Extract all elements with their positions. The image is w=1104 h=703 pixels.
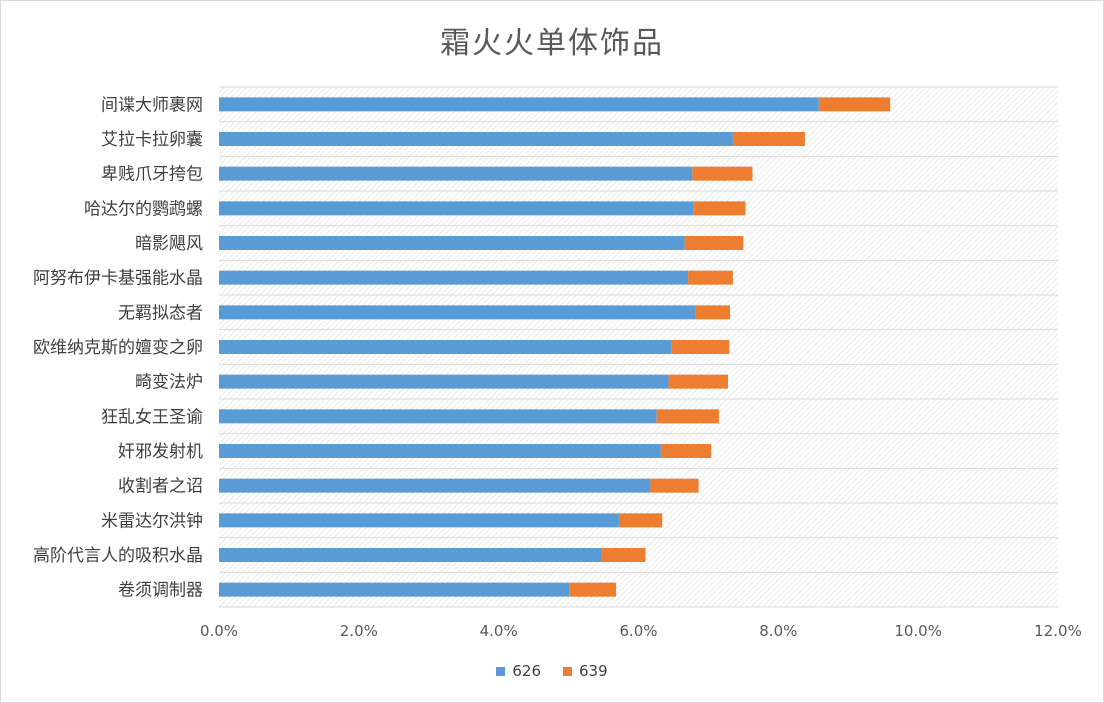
category-label: 间谍大师裹网 (101, 95, 203, 115)
x-tick-label: 6.0% (619, 622, 657, 640)
legend-item-626: 626 (496, 662, 541, 680)
x-tick-label: 10.0% (894, 622, 942, 640)
bar-626 (219, 166, 693, 181)
bar-639 (695, 305, 731, 320)
legend-item-639: 639 (563, 662, 608, 680)
bar-626 (219, 374, 669, 389)
bar-626 (219, 478, 651, 493)
bar-626 (219, 236, 685, 250)
chart-title: 霜火火单体饰品 (440, 26, 664, 61)
bar-639 (732, 132, 805, 146)
bar-626 (219, 132, 733, 146)
bar-626 (219, 97, 819, 112)
bar-626 (219, 513, 619, 528)
legend-label-639: 639 (579, 662, 608, 680)
chart-legend: 626 639 (0, 662, 1104, 680)
bar-639 (818, 97, 891, 112)
category-label: 畸变法炉 (135, 373, 203, 393)
bar-626 (219, 548, 602, 562)
bar-626 (219, 270, 689, 285)
bar-626 (219, 409, 657, 424)
category-label: 卷须调制器 (118, 581, 203, 601)
bar-639 (660, 444, 712, 458)
x-tick-label: 4.0% (480, 622, 518, 640)
x-tick-label: 2.0% (340, 622, 378, 640)
bar-639 (569, 582, 617, 597)
legend-swatch-639 (563, 666, 572, 676)
legend-swatch-626 (496, 666, 506, 676)
category-label: 收割者之诏 (118, 477, 203, 497)
category-label: 阿努布伊卡基强能水晶 (33, 269, 203, 289)
bar-639 (693, 201, 746, 216)
category-label: 欧维纳克斯的嬗变之卵 (33, 338, 203, 358)
category-label: 狂乱女王圣谕 (101, 407, 203, 427)
x-tick-label: 12.0% (1034, 622, 1082, 640)
legend-label-626: 626 (512, 662, 541, 680)
bar-626 (219, 444, 661, 458)
bar-626 (219, 582, 570, 597)
bar-639 (601, 548, 646, 562)
x-tick-label: 8.0% (759, 622, 797, 640)
category-label: 高阶代言人的吸积水晶 (33, 546, 203, 566)
bar-639 (692, 166, 753, 181)
category-label: 无羁拟态者 (118, 303, 203, 323)
bar-639 (650, 478, 699, 493)
category-label: 卑贱爪牙挎包 (101, 165, 203, 185)
category-label: 艾拉卡拉卵囊 (101, 130, 203, 150)
bar-639 (668, 374, 728, 389)
bar-639 (671, 340, 730, 354)
bar-639 (688, 270, 733, 285)
bar-626 (219, 305, 696, 320)
bar-639 (656, 409, 719, 424)
bar-639 (684, 236, 744, 250)
bar-626 (219, 340, 672, 354)
category-label: 米雷达尔洪钟 (101, 511, 203, 531)
category-label: 暗影飓风 (135, 234, 203, 254)
bar-626 (219, 201, 694, 216)
bar-639 (618, 513, 663, 528)
x-tick-label: 0.0% (200, 622, 238, 640)
category-label: 奸邪发射机 (118, 442, 203, 462)
category-label: 哈达尔的鹦鹉螺 (84, 199, 203, 219)
